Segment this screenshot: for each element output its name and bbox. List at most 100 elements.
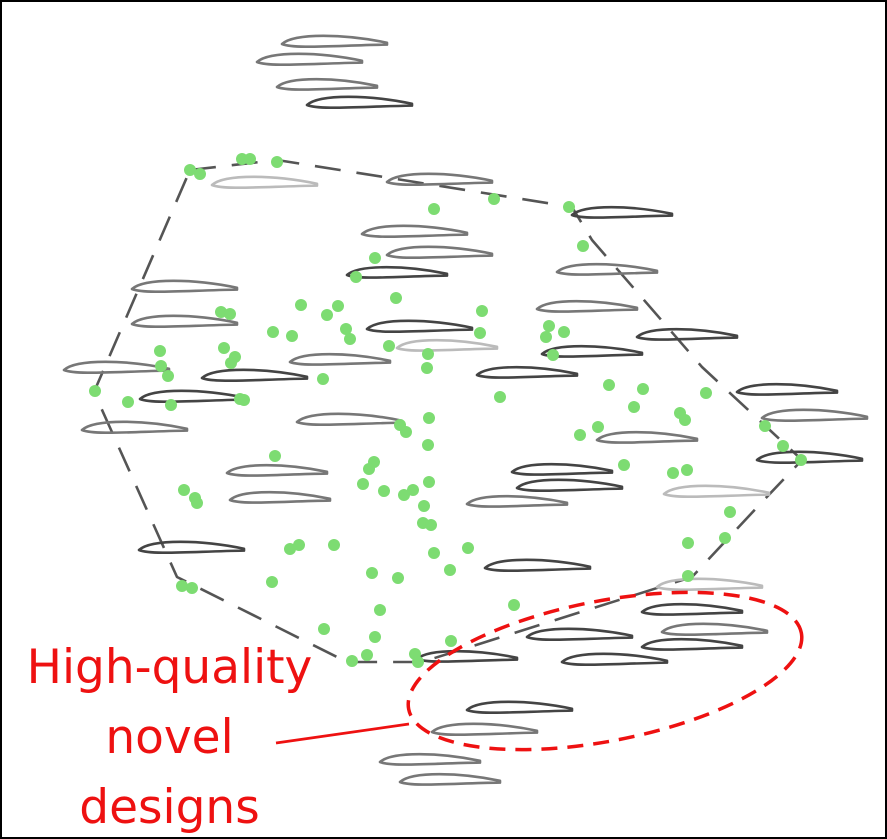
sample-point: [162, 370, 174, 382]
sample-point: [165, 399, 177, 411]
airfoil-shape: [640, 637, 744, 651]
airfoil-shape: [475, 365, 579, 379]
sample-point: [682, 537, 694, 549]
annotation-leader-line: [275, 722, 410, 745]
sample-point: [178, 484, 190, 496]
airfoil-shape: [200, 368, 309, 383]
airfoil-shape: [288, 352, 392, 366]
sample-point: [215, 306, 227, 318]
sample-point: [445, 635, 457, 647]
sample-point: [681, 464, 693, 476]
sample-point: [340, 323, 352, 335]
sample-point: [488, 193, 500, 205]
sample-point: [592, 421, 604, 433]
sample-point: [218, 342, 230, 354]
sample-point: [412, 656, 424, 668]
sample-point: [344, 333, 356, 345]
sample-point: [383, 340, 395, 352]
airfoil-shape: [560, 652, 669, 667]
annotation-line-1: High-quality: [26, 640, 313, 695]
airfoil-shape: [655, 577, 764, 592]
sample-point: [574, 429, 586, 441]
airfoil-shape: [365, 319, 474, 334]
sample-point: [271, 156, 283, 168]
airfoil-shape: [430, 722, 539, 737]
sample-point: [155, 360, 167, 372]
airfoil-shape: [345, 265, 449, 279]
sample-point: [266, 576, 278, 588]
airfoil-shape: [228, 490, 332, 504]
airfoil-shape: [660, 622, 769, 637]
airfoil-shape: [137, 540, 246, 555]
sample-point: [350, 271, 362, 283]
airfoil-shape: [295, 412, 404, 427]
sample-point: [390, 292, 402, 304]
airfoil-shape: [138, 389, 247, 404]
sample-point: [679, 414, 691, 426]
sample-point: [293, 539, 305, 551]
sample-point: [474, 327, 486, 339]
sample-point: [186, 582, 198, 594]
sample-point: [398, 489, 410, 501]
sample-point: [444, 564, 456, 576]
sample-point: [425, 519, 437, 531]
sample-point: [476, 305, 488, 317]
sample-point: [357, 478, 369, 490]
sample-point: [462, 542, 474, 554]
airfoil-shape: [662, 484, 771, 499]
airfoil-shape: [640, 602, 744, 616]
airfoil-shape: [510, 462, 614, 476]
sample-point: [700, 387, 712, 399]
airfoil-shape: [62, 360, 171, 375]
airfoil-shape: [515, 478, 624, 493]
sample-point: [392, 572, 404, 584]
sample-point: [154, 345, 166, 357]
sample-point: [286, 330, 298, 342]
sample-point: [369, 252, 381, 264]
sample-point: [667, 467, 679, 479]
sample-point: [540, 331, 552, 343]
sample-point: [224, 308, 236, 320]
sample-point: [421, 362, 433, 374]
sample-point: [618, 459, 630, 471]
sample-point: [361, 649, 373, 661]
airfoil-shape: [80, 420, 189, 435]
sample-point: [184, 164, 196, 176]
airfoil-shape: [398, 772, 502, 786]
sample-point: [378, 485, 390, 497]
sample-point: [284, 543, 296, 555]
sample-point: [724, 506, 736, 518]
airfoil-shape: [465, 700, 574, 715]
sample-point: [628, 401, 640, 413]
airfoil-shape: [415, 649, 519, 663]
sample-point: [547, 349, 559, 361]
airfoil-shape: [555, 262, 659, 276]
airfoil-shape: [385, 172, 494, 187]
sample-point: [422, 348, 434, 360]
sample-point: [346, 655, 358, 667]
airfoil-shape: [305, 95, 414, 110]
airfoil-shape: [540, 344, 644, 358]
sample-point: [407, 484, 419, 496]
sample-point: [418, 500, 430, 512]
annotation-line-2: novel: [105, 710, 234, 765]
airfoil-shape: [483, 558, 592, 573]
sample-point: [422, 439, 434, 451]
sample-point: [238, 394, 250, 406]
sample-point: [563, 201, 575, 213]
sample-point: [328, 539, 340, 551]
airfoil-shape: [280, 34, 389, 49]
airfoil-shape: [130, 314, 239, 329]
airfoil-shape: [595, 430, 699, 444]
sample-point: [400, 426, 412, 438]
sample-point: [194, 168, 206, 180]
sample-point: [558, 326, 570, 338]
sample-point: [428, 203, 440, 215]
airfoil-shape: [360, 224, 469, 239]
sample-point: [428, 547, 440, 559]
airfoil-shape: [760, 408, 869, 423]
airfoil-shape: [635, 327, 739, 341]
airfoil-shape: [535, 299, 639, 313]
